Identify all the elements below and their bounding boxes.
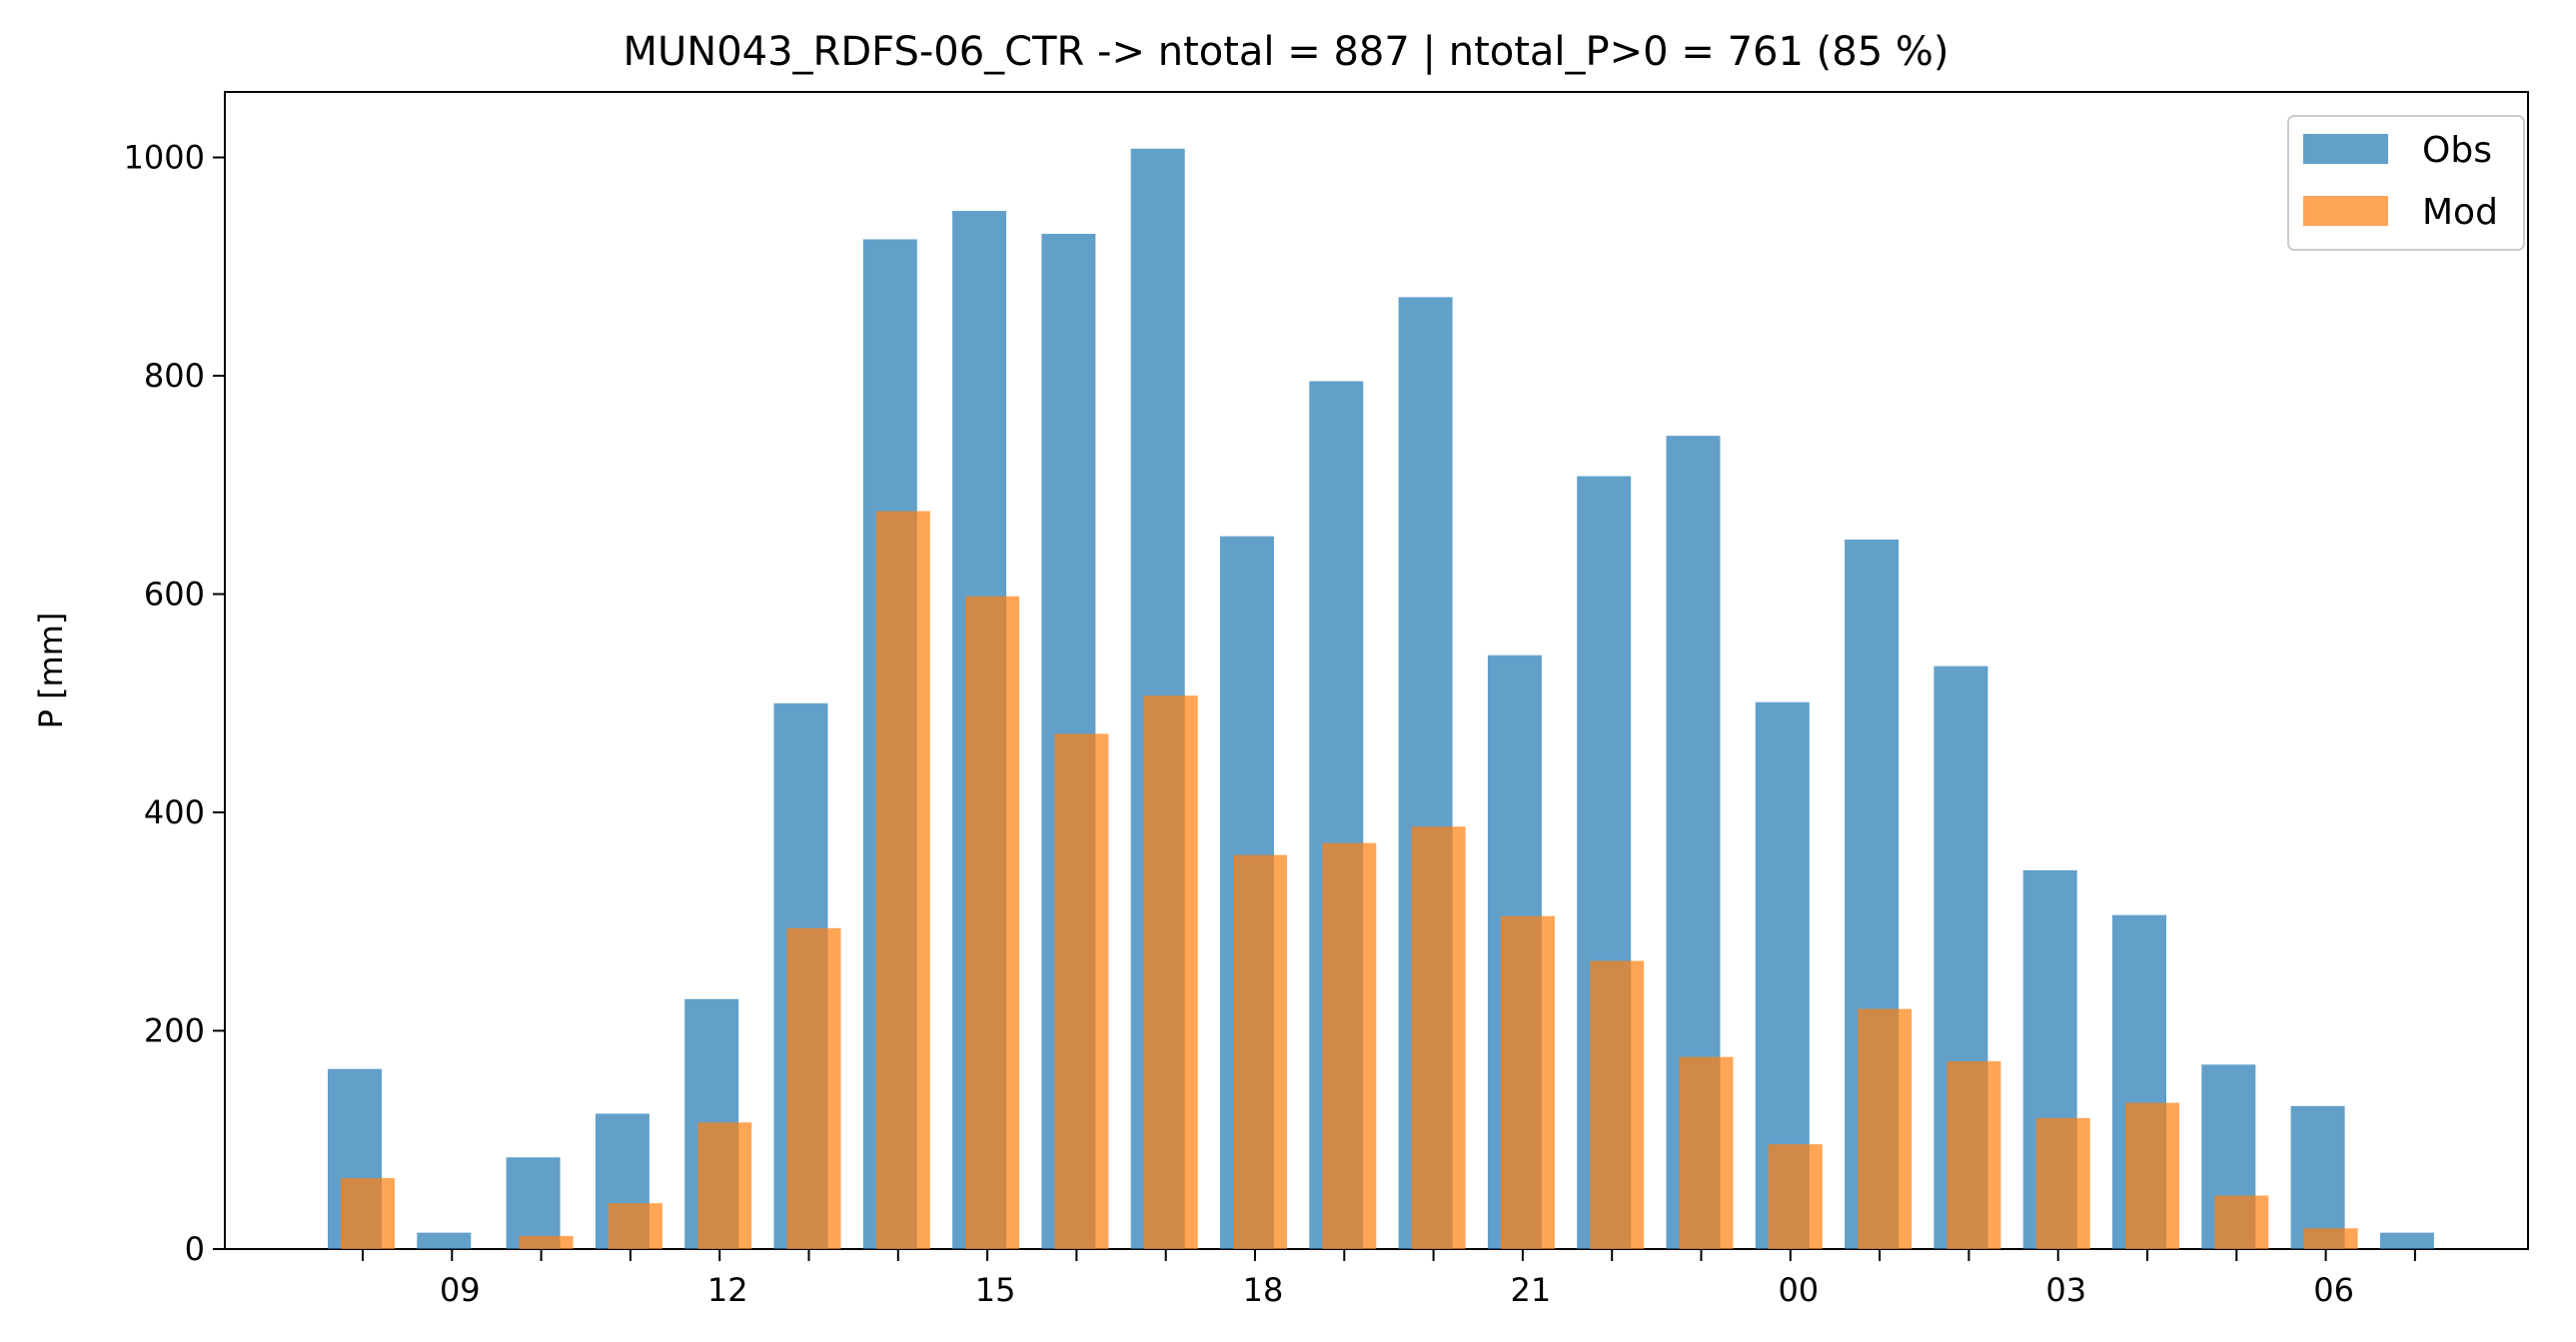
x-tick-label-21: 21 [1511,1271,1552,1309]
mod-bar-4 [697,1122,752,1249]
legend-label-obs: Obs [2422,130,2492,171]
plot-area [224,91,2529,1250]
mod-bar-15 [1679,1056,1734,1249]
y-tick-label-1000: 1000 [124,139,205,177]
x-tick-label-18: 18 [1243,1271,1284,1309]
x-tick-label-09: 09 [440,1271,481,1309]
plot-frame [224,91,2529,1250]
mod-bar-21 [2214,1195,2269,1249]
mod-bars [341,511,2358,1249]
legend-label-mod: Mod [2422,192,2498,233]
mod-bar-8 [1054,733,1109,1249]
mod-bar-0 [341,1177,395,1249]
x-tick-label-03: 03 [2045,1271,2086,1309]
mod-bar-11 [1322,842,1377,1249]
x-tick-label-12: 12 [707,1271,748,1309]
obs-bar-22 [2290,1105,2345,1249]
mod-bar-2 [519,1235,574,1249]
mod-bar-7 [965,596,1020,1249]
mod-bar-3 [608,1203,662,1249]
obs-bar-2 [506,1157,561,1249]
legend-swatch-obs [2303,134,2388,164]
mod-bar-19 [2035,1117,2090,1249]
mod-bar-16 [1768,1144,1823,1249]
mod-bar-17 [1858,1008,1913,1249]
legend-swatch-mod [2303,196,2388,226]
mod-bar-13 [1500,915,1555,1249]
y-tick-label-800: 800 [144,357,205,395]
mod-bar-22 [2303,1228,2358,1249]
y-tick-label-0: 0 [185,1230,205,1268]
y-tick-label-200: 200 [144,1012,205,1050]
mod-bar-5 [786,927,841,1249]
x-axis: 09 12 15 18 21 00 03 06 [362,1249,2416,1309]
mod-bar-9 [1143,695,1198,1249]
obs-bar-23 [2379,1232,2434,1249]
mod-bar-18 [1946,1061,2001,1249]
obs-bar-1 [417,1232,472,1249]
y-tick-label-600: 600 [144,576,205,614]
mod-bar-6 [875,511,930,1249]
x-tick-label-15: 15 [975,1271,1016,1309]
chart-title: MUN043_RDFS-06_CTR -> ntotal = 887 | nto… [624,29,1949,75]
mod-bar-10 [1233,854,1287,1249]
mod-bar-14 [1590,960,1645,1249]
y-tick-label-400: 400 [144,793,205,831]
x-tick-label-00: 00 [1778,1271,1819,1309]
mod-bar-20 [2125,1102,2179,1249]
mod-bar-12 [1411,826,1466,1249]
y-axis-label: P [mm] [32,613,70,729]
x-tick-label-06: 06 [2313,1271,2354,1309]
y-axis: 0 200 400 600 800 1000 [124,139,225,1268]
legend: Obs Mod [2287,115,2525,251]
obs-bars [328,148,2434,1250]
